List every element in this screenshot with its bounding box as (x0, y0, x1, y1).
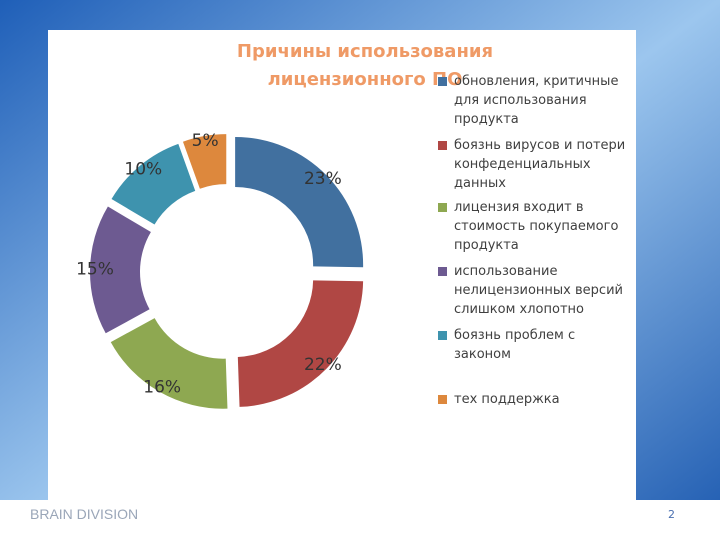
brand: BRAIN DIVISION (30, 506, 139, 522)
footer-band (0, 500, 720, 540)
legend-entry: лицензия входит в стоимость покупаемого … (438, 198, 628, 255)
legend-entry: тех поддержка (438, 390, 628, 409)
legend-label: лицензия входит в стоимость покупаемого … (454, 200, 619, 253)
legend-entry: боязнь проблем с законом (438, 326, 628, 364)
data-label: 22% (304, 355, 342, 375)
donut-segment (110, 318, 228, 409)
legend-entry: боязнь вирусов и потери конфеденциальных… (438, 136, 628, 193)
legend-swatch (438, 203, 447, 212)
legend-swatch (438, 267, 447, 276)
legend-label: использование нелицензионных версий слиш… (454, 264, 623, 317)
legend-swatch (438, 141, 447, 150)
chart-title: Причины использования лицензионного ПО (236, 41, 494, 90)
data-label: 15% (76, 260, 114, 280)
legend-swatch (438, 395, 447, 404)
legend-swatch (438, 331, 447, 340)
donut-segment (235, 136, 364, 268)
data-label: 5% (192, 131, 219, 151)
donut-segment (182, 134, 227, 189)
legend-swatch (438, 77, 447, 86)
data-label: 10% (124, 159, 162, 179)
legend-label: обновления, критичные для использования … (454, 74, 619, 127)
data-label: 23% (304, 169, 342, 189)
data-label: 16% (143, 378, 181, 398)
legend-label: боязнь проблем с законом (454, 328, 576, 362)
legend-label: тех поддержка (454, 392, 560, 407)
donut-segment (111, 143, 196, 225)
donut-segment (237, 280, 364, 407)
legend-entry: обновления, критичные для использования … (438, 72, 628, 129)
legend-label: боязнь вирусов и потери конфеденциальных… (454, 138, 626, 191)
donut-segment (90, 206, 151, 334)
legend-entry: использование нелицензионных версий слиш… (438, 262, 628, 319)
page-number: 2 (668, 508, 675, 521)
